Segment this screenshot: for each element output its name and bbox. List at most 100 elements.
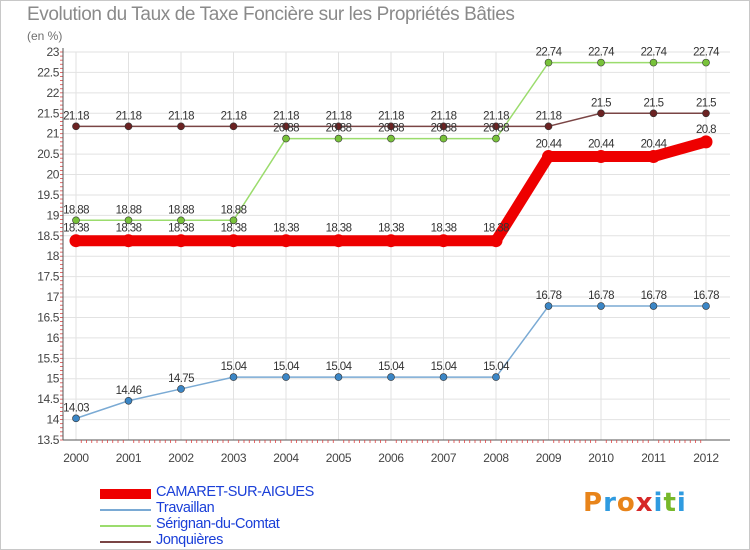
y-tick-label: 14.5	[37, 392, 59, 406]
data-label: 20.44	[641, 139, 668, 151]
data-label: 16.78	[693, 290, 719, 302]
data-label: 18.38	[116, 223, 142, 235]
legend-label: Travaillan	[156, 500, 215, 516]
logo-letter: i	[653, 488, 664, 518]
logo-letter: o	[616, 488, 636, 518]
y-tick-label: 22.5	[37, 65, 59, 79]
data-label: 18.38	[221, 223, 247, 235]
unit-label: (en %)	[27, 29, 63, 43]
data-label: 21.18	[168, 110, 194, 122]
data-point	[492, 134, 500, 143]
data-label: 21.18	[326, 110, 352, 122]
data-label: 22.74	[693, 47, 720, 59]
data-point	[177, 216, 185, 225]
chart-title: Evolution du Taux de Taxe Foncière sur l…	[27, 4, 515, 25]
data-point	[702, 109, 710, 118]
data-label: 21.5	[591, 97, 611, 109]
data-point	[279, 234, 293, 248]
x-tick-label: 2005	[326, 451, 352, 465]
y-tick-label: 20	[46, 168, 59, 182]
data-label: 18.88	[168, 204, 194, 216]
data-label: 20.8	[696, 124, 716, 136]
x-tick-label: 2009	[536, 451, 562, 465]
data-point	[544, 122, 553, 131]
series-layer	[69, 58, 713, 423]
x-tick-label: 2001	[116, 451, 142, 465]
data-point	[72, 122, 80, 131]
y-tick-label: 15.5	[37, 351, 59, 365]
data-point	[334, 134, 343, 143]
y-tick-label: 23	[46, 45, 59, 59]
data-point	[544, 58, 553, 67]
y-tick-label: 19	[46, 208, 59, 222]
data-label: 15.04	[431, 361, 458, 373]
logo-letter: P	[583, 488, 604, 518]
data-point	[437, 234, 450, 248]
data-point	[227, 234, 240, 248]
x-tick-label: 2000	[63, 451, 89, 465]
data-point	[594, 150, 608, 164]
legend-swatch	[100, 525, 151, 527]
data-label: 15.04	[378, 361, 405, 373]
data-point	[647, 150, 660, 164]
data-label: 18.38	[168, 223, 194, 235]
data-point	[124, 122, 133, 131]
data-point	[387, 373, 395, 381]
data-label: 21.5	[644, 97, 664, 109]
x-tick-label: 2004	[273, 451, 299, 465]
proxiti-logo: Proxiti	[583, 488, 687, 518]
data-point	[124, 216, 133, 225]
legend-label: CAMARET-SUR-AIGUES	[156, 484, 314, 500]
data-label: 18.38	[273, 223, 299, 235]
data-label: 20.88	[378, 123, 404, 135]
logo-letter: t	[663, 488, 677, 518]
data-label: 14.03	[63, 402, 89, 414]
data-point	[387, 122, 395, 131]
x-tick-label: 2011	[641, 451, 666, 465]
data-label: 22.74	[536, 47, 563, 59]
data-point	[544, 302, 553, 310]
data-point	[384, 234, 398, 248]
data-label: 15.04	[273, 361, 300, 373]
x-tick-label: 2002	[168, 451, 194, 465]
data-label: 22.74	[588, 47, 615, 59]
data-label: 18.88	[116, 204, 142, 216]
y-tick-label: 21.5	[37, 106, 59, 120]
legend-label: Jonquières	[156, 532, 223, 548]
data-point	[332, 234, 345, 248]
data-label: 20.44	[536, 139, 563, 151]
data-point	[174, 234, 188, 248]
data-point	[489, 234, 503, 248]
data-label: 15.04	[483, 361, 510, 373]
data-label: 21.18	[483, 110, 509, 122]
data-point	[72, 414, 80, 423]
legend-swatch	[100, 489, 151, 499]
data-point	[439, 373, 448, 381]
data-point	[597, 58, 605, 67]
data-label: 21.18	[378, 110, 404, 122]
data-label: 20.88	[431, 123, 457, 135]
data-point	[492, 122, 500, 131]
data-label: 18.38	[326, 223, 352, 235]
data-point	[597, 109, 605, 118]
data-point	[177, 122, 185, 131]
y-tick-label: 13.5	[37, 433, 59, 447]
data-point	[649, 58, 658, 67]
data-point	[699, 135, 713, 149]
data-point	[122, 234, 135, 248]
data-point	[229, 122, 238, 131]
data-point	[439, 122, 448, 131]
y-tick-label: 14	[46, 413, 59, 427]
data-label: 21.5	[696, 97, 716, 109]
logo-letter: r	[603, 488, 617, 518]
y-tick-label: 19.5	[37, 188, 59, 202]
data-point	[282, 134, 290, 143]
data-label: 16.78	[536, 290, 562, 302]
data-label: 18.38	[378, 223, 404, 235]
data-point	[334, 122, 343, 131]
y-tick-label: 17.5	[37, 270, 59, 284]
axes: 2000 2001 2002 2003 2004 2005 2006 2007 2008 2009…	[37, 45, 730, 465]
data-label: 14.46	[116, 385, 142, 397]
data-point	[597, 302, 605, 310]
